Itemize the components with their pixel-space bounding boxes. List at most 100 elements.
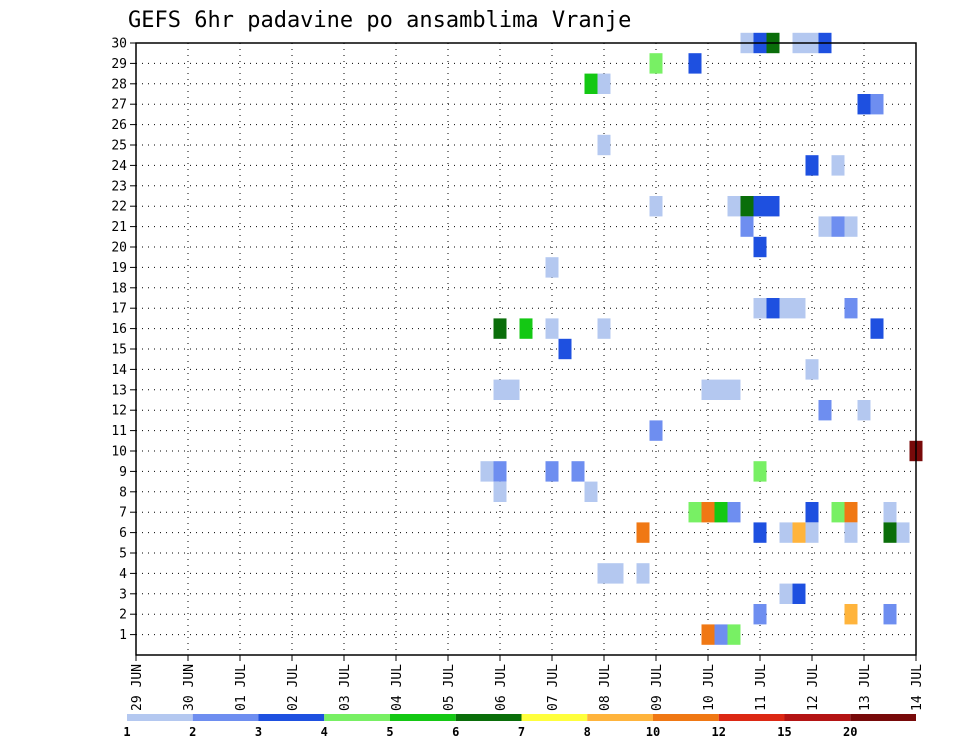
legend-swatch bbox=[718, 714, 785, 721]
precip-cell bbox=[753, 522, 767, 543]
precip-cell bbox=[636, 563, 650, 584]
y-tick-label: 1 bbox=[119, 628, 127, 643]
y-tick-label: 15 bbox=[111, 343, 127, 358]
precip-cell bbox=[636, 522, 650, 543]
y-tick-label: 27 bbox=[111, 98, 127, 113]
precip-cell bbox=[727, 624, 741, 645]
precip-cell bbox=[688, 53, 702, 74]
legend-label: 12 bbox=[712, 725, 726, 739]
precip-cell bbox=[857, 94, 871, 115]
precip-cell bbox=[701, 624, 715, 645]
precip-cell bbox=[480, 461, 494, 482]
precip-cell bbox=[493, 461, 507, 482]
precip-cell bbox=[805, 502, 819, 523]
precip-cell bbox=[701, 379, 715, 400]
x-tick-label: 01 JUL bbox=[234, 664, 249, 711]
legend-label: 4 bbox=[321, 725, 328, 739]
precip-cell bbox=[818, 400, 832, 421]
precip-cell bbox=[610, 563, 624, 584]
y-tick-label: 25 bbox=[111, 139, 127, 154]
precip-cell bbox=[805, 359, 819, 380]
legend-swatch bbox=[455, 714, 522, 721]
precip-cell bbox=[883, 502, 897, 523]
precip-cell bbox=[844, 522, 858, 543]
precip-cell bbox=[597, 134, 611, 156]
precip-cell bbox=[831, 155, 845, 176]
precip-cell bbox=[844, 216, 858, 237]
precip-cell bbox=[857, 400, 871, 421]
precip-cell bbox=[545, 257, 559, 278]
legend-swatch bbox=[521, 714, 588, 721]
precip-cell bbox=[701, 502, 715, 523]
precip-cell bbox=[727, 196, 741, 217]
legend-swatch bbox=[127, 714, 193, 721]
precip-cell bbox=[792, 522, 806, 543]
precip-cell bbox=[870, 94, 884, 115]
legend-swatch bbox=[192, 714, 259, 721]
chart-title: GEFS 6hr padavine po ansamblima Vranje bbox=[128, 8, 631, 33]
precip-cell bbox=[753, 461, 767, 482]
precip-cell bbox=[753, 196, 767, 217]
y-tick-label: 24 bbox=[111, 159, 127, 174]
legend-label: 10 bbox=[646, 725, 660, 739]
precip-cell bbox=[493, 379, 507, 400]
x-tick-label: 12 JUL bbox=[806, 664, 821, 711]
precip-cell bbox=[844, 298, 858, 319]
precip-cell bbox=[571, 461, 585, 482]
x-tick-label: 14 JUL bbox=[910, 664, 925, 711]
precip-cell bbox=[740, 196, 754, 217]
legend-swatch bbox=[324, 714, 390, 721]
precip-cell bbox=[883, 604, 897, 625]
precip-cell bbox=[753, 298, 767, 319]
legend-label: 20 bbox=[843, 725, 857, 739]
precip-cell bbox=[792, 583, 806, 604]
legend-label: 15 bbox=[777, 725, 791, 739]
y-tick-label: 4 bbox=[119, 567, 127, 582]
precip-cell bbox=[545, 318, 559, 339]
precip-cell bbox=[649, 420, 663, 441]
y-tick-label: 30 bbox=[111, 37, 127, 52]
precip-cell bbox=[779, 583, 793, 604]
precip-cell bbox=[584, 481, 598, 502]
y-tick-label: 11 bbox=[111, 424, 127, 439]
x-tick-label: 07 JUL bbox=[546, 664, 561, 711]
y-tick-label: 26 bbox=[111, 118, 127, 133]
precip-cell bbox=[792, 298, 806, 319]
y-tick-label: 20 bbox=[111, 241, 127, 256]
y-tick-label: 12 bbox=[111, 404, 127, 419]
x-tick-label: 09 JUL bbox=[650, 664, 665, 711]
y-tick-label: 22 bbox=[111, 200, 127, 215]
precipitation-cells bbox=[480, 32, 923, 645]
y-tick-label: 13 bbox=[111, 383, 127, 398]
precip-cell bbox=[766, 298, 780, 319]
legend-swatch bbox=[653, 714, 719, 721]
y-tick-label: 16 bbox=[111, 322, 127, 337]
legend-swatch bbox=[258, 714, 325, 721]
x-axis: 29 JUN 30 JUN 01 JUL 02 JUL 03 JUL 04 JUL 05 J… bbox=[130, 655, 925, 711]
y-tick-label: 8 bbox=[119, 485, 127, 500]
precip-cell bbox=[805, 155, 819, 176]
y-tick-label: 5 bbox=[119, 547, 127, 562]
x-tick-label: 02 JUL bbox=[286, 664, 301, 711]
y-tick-label: 3 bbox=[119, 587, 127, 602]
legend-label: 7 bbox=[518, 725, 525, 739]
legend-swatch bbox=[587, 714, 653, 721]
x-tick-label: 08 JUL bbox=[598, 664, 613, 711]
y-tick-label: 29 bbox=[111, 57, 127, 72]
precip-cell bbox=[714, 502, 728, 523]
y-tick-label: 7 bbox=[119, 506, 127, 521]
precip-cell bbox=[493, 318, 507, 339]
x-tick-label: 30 JUN bbox=[182, 664, 197, 711]
precip-cell bbox=[688, 502, 702, 523]
precip-cell bbox=[779, 298, 793, 319]
legend-label: 8 bbox=[584, 725, 591, 739]
grid-lines bbox=[136, 43, 916, 655]
legend-label: 2 bbox=[189, 725, 196, 739]
precip-cell bbox=[753, 236, 767, 258]
precip-cell bbox=[753, 604, 767, 625]
precip-cell bbox=[727, 379, 741, 400]
precip-cell bbox=[831, 502, 845, 523]
y-tick-label: 23 bbox=[111, 179, 127, 194]
x-tick-label: 11 JUL bbox=[754, 664, 769, 711]
